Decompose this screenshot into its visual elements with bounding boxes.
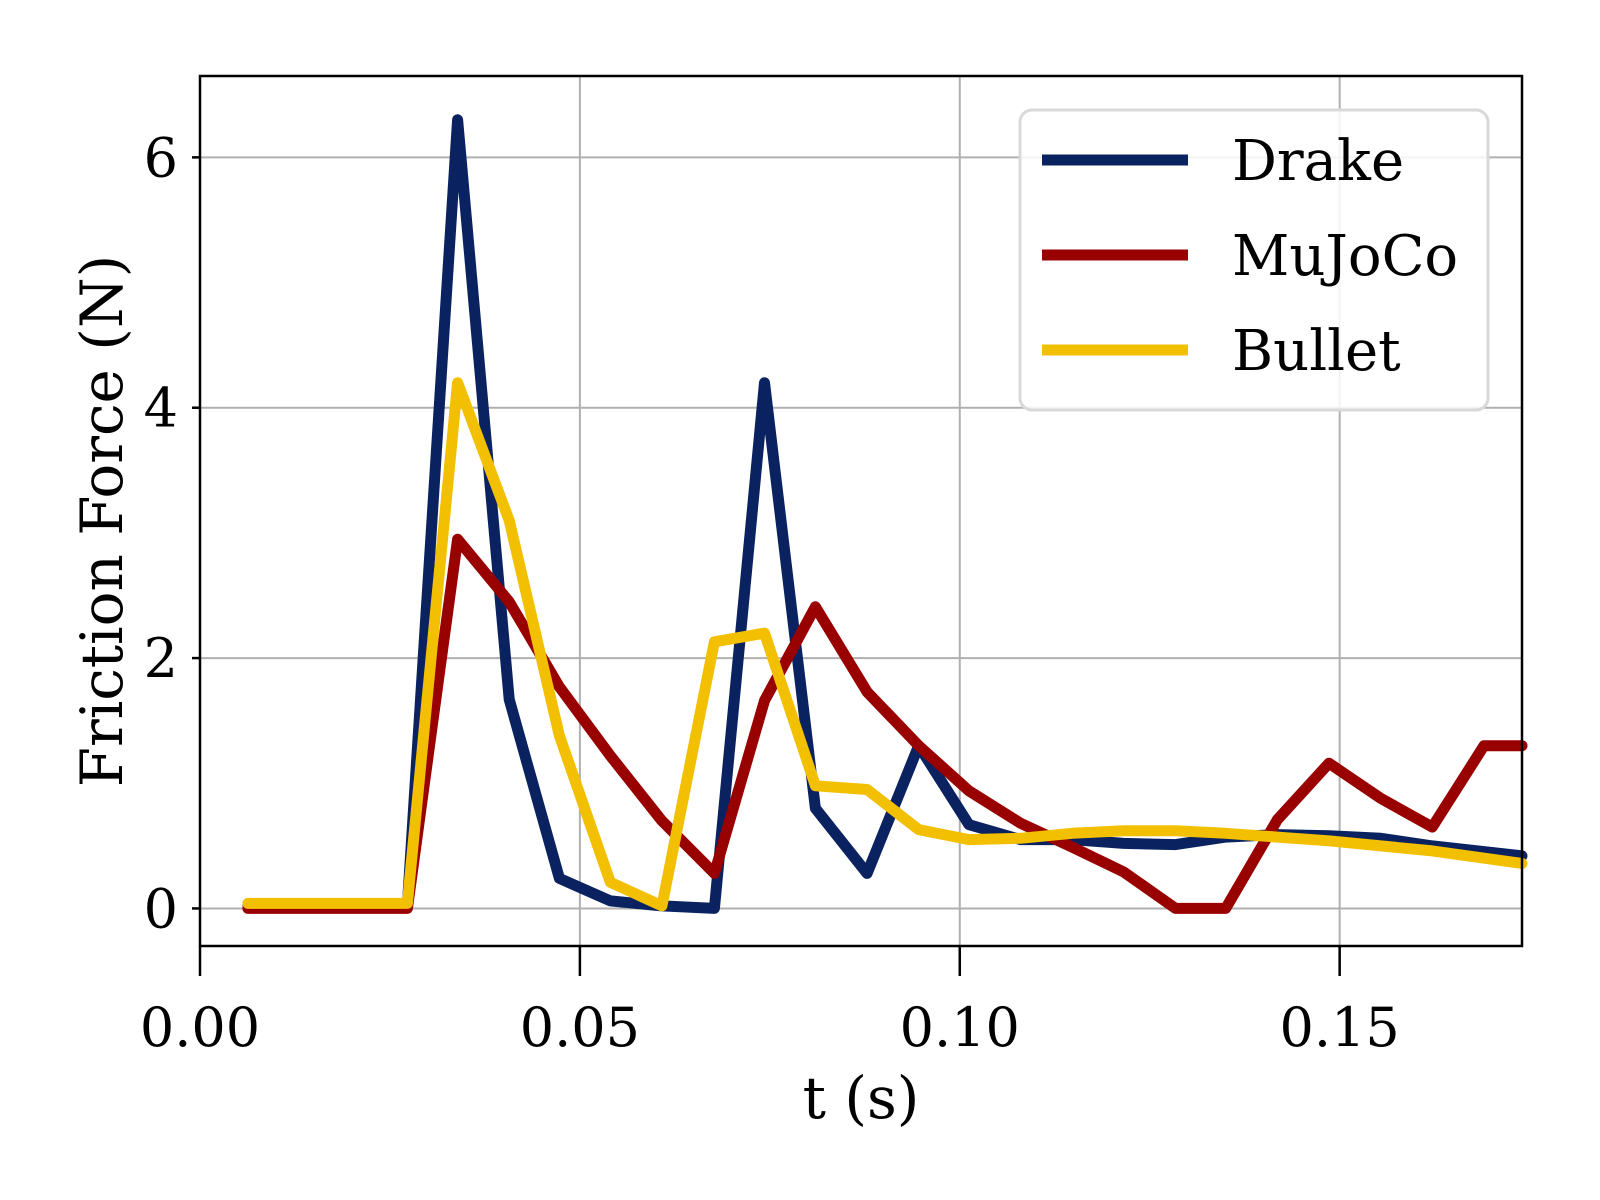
y-tick-label-3: 6 (144, 126, 178, 189)
legend-label-bullet: Bullet (1232, 319, 1401, 384)
legend: Drake MuJoCo Bullet (1018, 108, 1490, 412)
x-tick-label-1: 0.05 (520, 996, 640, 1059)
plot-frame (198, 74, 1524, 948)
legend-box (1018, 108, 1490, 412)
y-tick-label-0: 0 (144, 877, 178, 940)
x-axis-label: t (s) (803, 1064, 920, 1132)
series-lines (242, 114, 1528, 914)
x-tick-label-0: 0.00 (140, 996, 260, 1059)
legend-label-mujoco: MuJoCo (1232, 224, 1458, 289)
y-tick-label-1: 2 (144, 627, 178, 690)
series-line-mujoco (242, 533, 1528, 914)
y-axis-label: Friction Force (N) (68, 255, 136, 788)
series-line-bullet (242, 377, 1528, 912)
y-tick-label-2: 4 (144, 377, 178, 440)
axis-ticks: 0.00 0.05 0.10 0.15 0 2 4 6 (140, 126, 1400, 1059)
x-tick-label-2: 0.10 (900, 996, 1020, 1059)
x-tick-label-3: 0.15 (1280, 996, 1400, 1059)
legend-label-drake: Drake (1232, 129, 1404, 194)
